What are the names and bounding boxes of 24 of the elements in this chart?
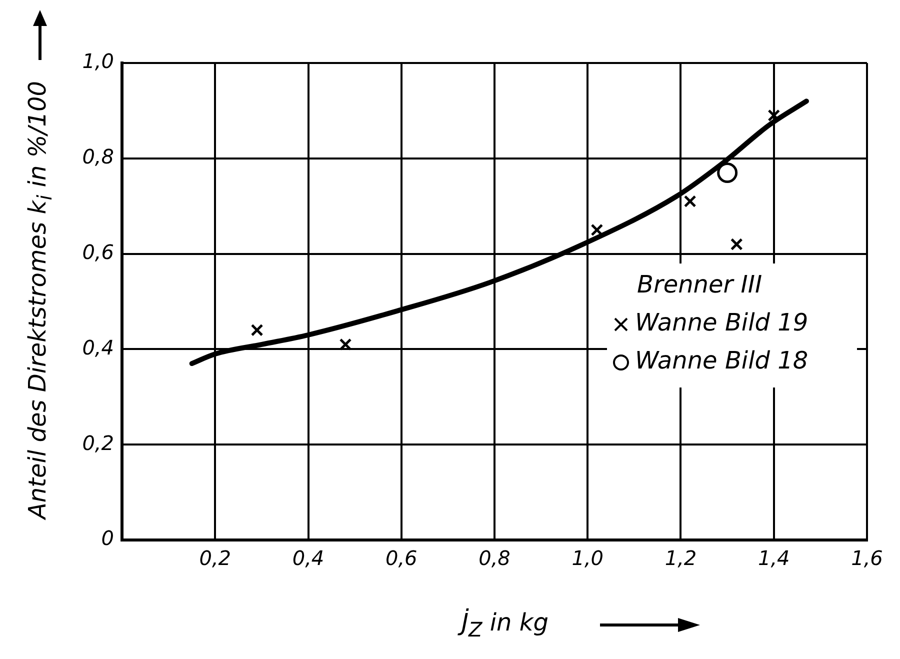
x-tick-label: 1,2 (664, 546, 697, 570)
point (768, 109, 780, 122)
point (250, 324, 264, 336)
x-tick-label: 1,4 (758, 546, 790, 570)
y-tick-label: 0,4 (82, 335, 114, 360)
point (590, 224, 604, 236)
y-tick-label: 0,6 (82, 240, 114, 264)
point (339, 338, 352, 351)
point (684, 195, 696, 208)
legend-label: Wanne Bild 19 (635, 308, 808, 337)
y-tick-label: 0,2 (82, 430, 114, 455)
y-tick-label: 0 (101, 526, 114, 550)
x-tick-label: 1,0 (572, 546, 604, 570)
x-tick-label: 0,6 (385, 546, 418, 570)
legend-label: Wanne Bild 18 (635, 346, 808, 375)
point (730, 238, 743, 250)
y-tick-label: 0,8 (82, 144, 114, 169)
y-tick-label: 1,0 (82, 49, 114, 74)
legend-title: Brenner III (637, 270, 762, 299)
x-tick-label: 1,6 (851, 546, 883, 570)
x-tick-label: 0,8 (478, 546, 510, 570)
point (717, 162, 738, 183)
x-tick-label: 0,4 (292, 546, 324, 570)
x-tick-label: 0,2 (199, 546, 232, 570)
